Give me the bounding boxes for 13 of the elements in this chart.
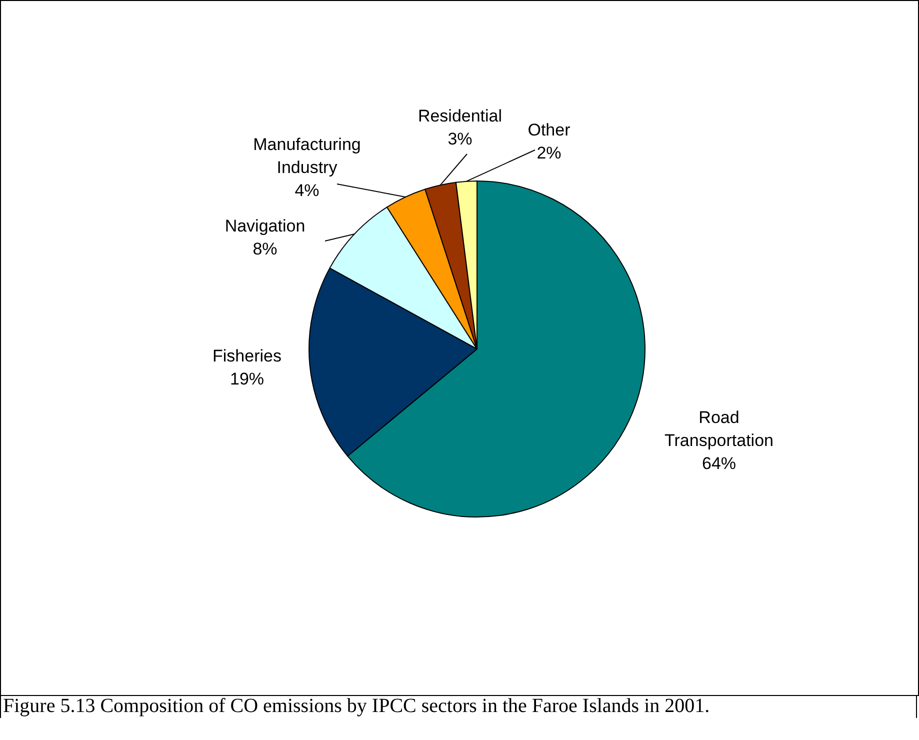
slice-label: Navigation (224, 216, 306, 235)
data-label: 4% (294, 180, 320, 200)
slice-label: Manufacturing Industry (253, 134, 361, 176)
slice-label: Other (528, 120, 571, 139)
slice-label: Residential (418, 106, 502, 125)
data-label: 3% (448, 129, 472, 148)
slice-label: Road Transportation (664, 408, 774, 450)
caption: Figure 5.13 Composition of CO emissions by IPCC sectors in the Faroe Islands in 2001. (3, 695, 914, 718)
data-label: 8% (252, 239, 278, 258)
data-label: 2% (536, 143, 562, 162)
data-label: 19% (230, 369, 264, 388)
data-label: 64% (702, 454, 736, 472)
slice-label: Fisheries (212, 346, 282, 365)
